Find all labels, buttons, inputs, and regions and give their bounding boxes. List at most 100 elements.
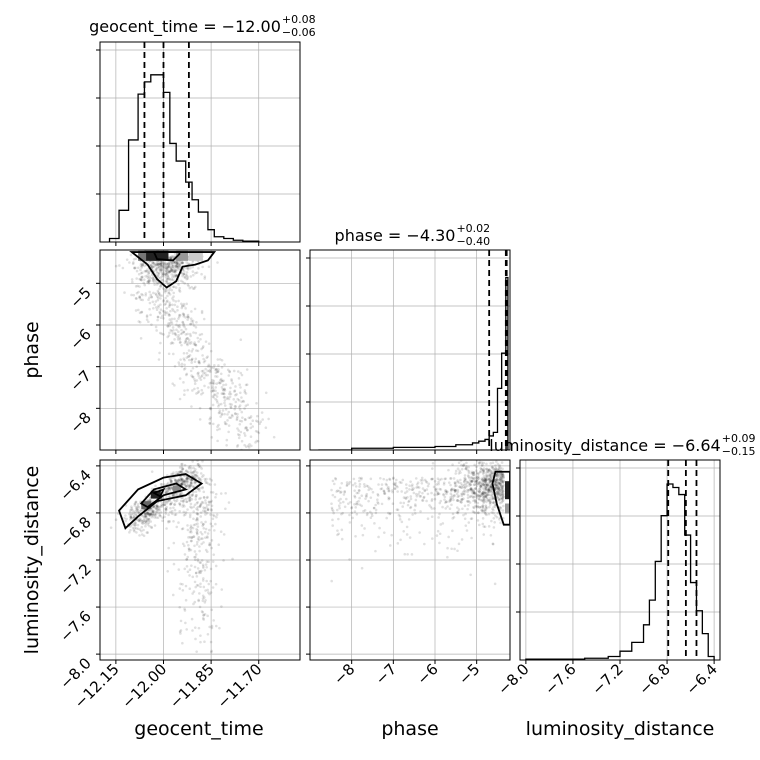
sample-point xyxy=(473,491,476,495)
sample-point xyxy=(178,605,182,609)
panel-title-main: geocent_time = −12.00 xyxy=(89,17,281,37)
sample-point xyxy=(481,468,485,472)
sample-point xyxy=(489,484,493,487)
sample-point xyxy=(192,535,195,539)
sample-point xyxy=(499,474,503,478)
sample-point xyxy=(432,485,436,489)
sample-point xyxy=(244,418,247,422)
sample-point xyxy=(216,425,219,428)
sample-point xyxy=(378,526,381,530)
sample-point xyxy=(484,483,487,487)
sample-point xyxy=(147,271,151,275)
sample-point xyxy=(377,483,380,486)
sample-point xyxy=(478,490,481,494)
sample-point xyxy=(480,484,483,487)
sample-point xyxy=(502,483,505,487)
sample-point xyxy=(200,559,204,562)
sample-point xyxy=(189,464,192,468)
sample-point xyxy=(495,474,498,477)
sample-point xyxy=(495,486,499,490)
sample-point xyxy=(163,273,167,276)
sample-point xyxy=(210,626,214,630)
sample-point xyxy=(496,490,500,494)
sample-point xyxy=(388,489,391,493)
sample-point xyxy=(172,493,175,496)
sample-point xyxy=(151,512,154,516)
sample-point xyxy=(180,462,183,466)
sample-point xyxy=(477,482,481,485)
sample-point xyxy=(214,564,218,568)
sample-point xyxy=(159,261,163,265)
sample-point xyxy=(167,291,170,295)
sample-point xyxy=(157,507,160,511)
sample-point xyxy=(475,480,479,483)
sample-point xyxy=(146,512,149,515)
sample-point xyxy=(467,503,470,507)
sample-point xyxy=(156,295,159,298)
sample-point xyxy=(485,462,488,466)
sample-point xyxy=(163,500,166,504)
sample-point xyxy=(465,481,469,484)
sample-point xyxy=(204,520,207,524)
sample-point xyxy=(186,555,190,559)
density-contour xyxy=(151,487,166,498)
sample-point xyxy=(414,492,418,496)
sample-point xyxy=(160,269,164,273)
sample-point xyxy=(158,268,162,271)
sample-point xyxy=(421,491,424,495)
sample-point xyxy=(360,504,363,508)
sample-point xyxy=(194,555,197,559)
sample-point xyxy=(212,393,216,397)
sample-point xyxy=(358,503,362,506)
sample-point xyxy=(482,495,486,499)
sample-point xyxy=(188,547,191,551)
sample-point xyxy=(496,492,500,496)
sample-point xyxy=(465,461,468,465)
sample-point xyxy=(160,278,164,281)
sample-point xyxy=(193,287,196,290)
sample-point xyxy=(442,493,445,497)
sample-point xyxy=(456,479,459,482)
sample-point xyxy=(202,376,206,380)
sample-point xyxy=(168,488,172,491)
sample-point xyxy=(411,488,414,492)
sample-point xyxy=(206,550,209,554)
sample-point xyxy=(157,358,161,361)
sample-point xyxy=(158,351,161,355)
sample-point xyxy=(471,471,474,475)
sample-point xyxy=(193,503,197,507)
sample-point xyxy=(176,325,180,328)
sample-point xyxy=(191,526,195,530)
sample-point xyxy=(167,265,170,269)
sample-point xyxy=(219,415,222,418)
sample-point xyxy=(173,303,177,307)
sample-point xyxy=(193,580,197,584)
x-axis-label: phase xyxy=(381,718,438,740)
sample-point xyxy=(220,386,224,389)
sample-point xyxy=(483,480,486,483)
sample-point xyxy=(168,303,172,307)
sample-point xyxy=(183,480,187,484)
sample-point xyxy=(208,542,212,545)
sample-point xyxy=(199,571,202,575)
sample-point xyxy=(198,489,201,493)
sample-point xyxy=(155,510,158,514)
sample-point xyxy=(487,486,491,490)
sample-point xyxy=(216,358,220,361)
sample-point xyxy=(201,617,205,620)
sample-point xyxy=(244,383,248,387)
sample-point xyxy=(167,334,171,337)
sample-point xyxy=(476,519,480,522)
sample-point xyxy=(339,497,342,501)
sample-point xyxy=(499,506,503,510)
sample-point xyxy=(207,582,211,586)
sample-point xyxy=(204,340,208,343)
sample-point xyxy=(199,640,202,644)
sample-point xyxy=(497,492,501,496)
sample-point xyxy=(174,269,178,273)
sample-point xyxy=(194,553,198,556)
sample-point xyxy=(182,478,185,482)
sample-point xyxy=(171,303,174,307)
sample-point xyxy=(499,485,503,488)
sample-point xyxy=(490,479,493,483)
